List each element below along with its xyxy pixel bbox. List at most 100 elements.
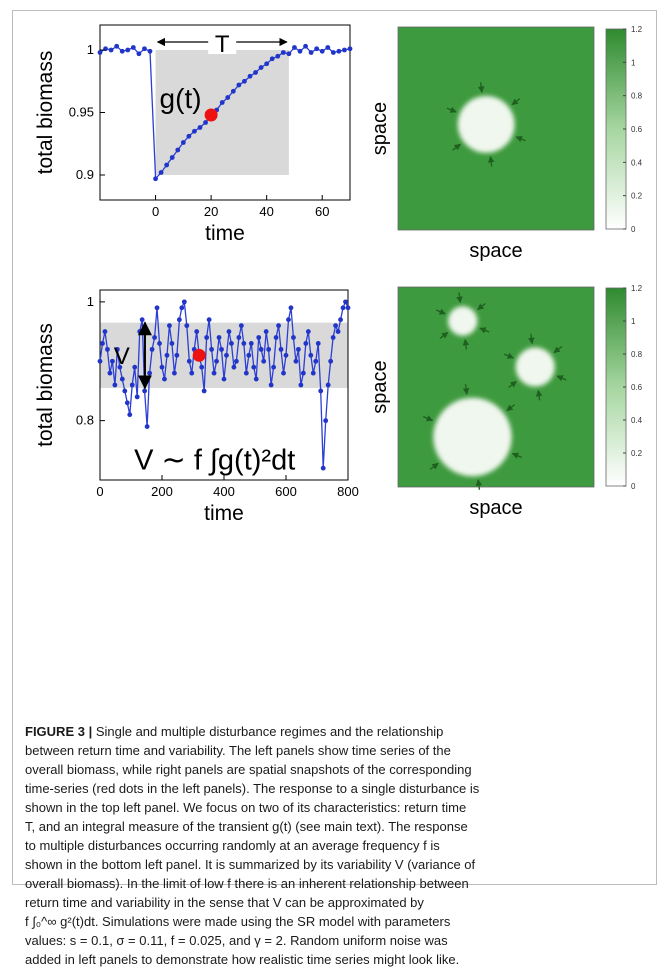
data-point bbox=[209, 346, 215, 352]
inward-arrow bbox=[511, 452, 522, 459]
data-point bbox=[204, 335, 210, 340]
data-point bbox=[186, 358, 192, 364]
data-point bbox=[258, 65, 264, 70]
data-point bbox=[130, 45, 136, 50]
data-point bbox=[174, 352, 180, 358]
y-tick-label: 0.9 bbox=[76, 167, 94, 182]
data-point bbox=[338, 317, 343, 323]
data-point bbox=[158, 170, 164, 175]
data-point bbox=[124, 400, 130, 406]
data-point bbox=[314, 46, 320, 52]
top-left-line-panel: 0 20 40 60 0.9 0.95 1 time total biomass Tg(t) bbox=[34, 24, 353, 245]
data-point bbox=[343, 299, 348, 305]
data-point bbox=[256, 335, 262, 340]
caption-line: shown in the top left panel. We focus on… bbox=[25, 800, 467, 815]
data-point bbox=[292, 45, 297, 50]
colorbar-tick-label: 0.8 bbox=[631, 350, 643, 359]
data-point bbox=[320, 465, 326, 471]
data-point bbox=[147, 48, 153, 54]
highlight-point bbox=[204, 108, 218, 122]
y-axis-label: total biomass bbox=[34, 323, 57, 447]
data-point bbox=[127, 412, 133, 418]
data-point bbox=[102, 329, 108, 334]
y-tick-label: 0.95 bbox=[69, 105, 94, 120]
data-point bbox=[273, 335, 279, 340]
caption-line: time-series (red dots in the left panels… bbox=[25, 781, 480, 796]
data-point bbox=[236, 335, 242, 340]
data-point bbox=[149, 346, 155, 352]
heatmap-frame bbox=[397, 286, 595, 488]
x-axis-label: time bbox=[205, 222, 245, 245]
data-point bbox=[303, 43, 308, 49]
data-point bbox=[266, 346, 272, 352]
data-point bbox=[310, 370, 316, 376]
data-point bbox=[280, 50, 286, 55]
data-point bbox=[323, 418, 329, 424]
data-point bbox=[241, 341, 247, 346]
g-of-t-label: g(t) bbox=[160, 83, 202, 114]
highlight-point bbox=[192, 348, 206, 362]
T-label-bg bbox=[208, 30, 237, 54]
data-point bbox=[325, 45, 331, 50]
data-point bbox=[253, 376, 259, 382]
data-point bbox=[296, 346, 301, 352]
data-point bbox=[137, 329, 143, 334]
data-point bbox=[330, 50, 336, 55]
data-point bbox=[117, 364, 123, 370]
data-point bbox=[261, 358, 267, 364]
data-point bbox=[214, 358, 219, 364]
shaded-region bbox=[155, 50, 289, 175]
inward-arrow bbox=[446, 106, 457, 113]
caption-line: values: s = 0.1, σ = 0.11, f = 0.025, an… bbox=[25, 933, 448, 948]
x-axis-label: space bbox=[469, 240, 522, 262]
data-point bbox=[164, 162, 170, 168]
data-point bbox=[114, 346, 120, 352]
data-point bbox=[253, 70, 258, 75]
variability-formula: V ∼ f ∫g(t)²dt bbox=[134, 444, 295, 476]
bottom-left-line-panel: 0 200 400 600 800 0.8 1 time total biomass V V ∼ f… bbox=[34, 289, 359, 520]
data-point bbox=[201, 388, 207, 394]
inward-arrow bbox=[511, 98, 521, 106]
data-point bbox=[286, 51, 292, 57]
data-point bbox=[105, 346, 110, 352]
inward-arrow bbox=[477, 303, 486, 311]
disturbance-patch bbox=[515, 347, 555, 387]
caption-label: FIGURE 3 | bbox=[25, 724, 93, 739]
data-point bbox=[154, 305, 160, 311]
x-tick-label: 400 bbox=[213, 484, 235, 499]
caption-line: overall biomass). In the limit of low f … bbox=[25, 876, 469, 891]
data-point bbox=[142, 46, 147, 52]
data-point bbox=[325, 382, 331, 388]
data-point bbox=[221, 376, 227, 382]
inward-arrow bbox=[508, 380, 517, 388]
data-point bbox=[286, 317, 291, 323]
data-point bbox=[258, 346, 264, 352]
figure-caption: FIGURE 3 | Single and multiple disturban… bbox=[25, 722, 650, 969]
data-point bbox=[281, 370, 286, 376]
data-point bbox=[335, 329, 341, 334]
figure-panels: 0 20 40 60 0.9 0.95 1 time total biomass Tg(t) 0 20… bbox=[34, 24, 643, 520]
data-point bbox=[231, 364, 237, 370]
inward-arrow bbox=[535, 389, 543, 401]
data-point bbox=[110, 358, 115, 364]
heatmap-frame bbox=[397, 26, 595, 231]
data-point bbox=[199, 364, 205, 370]
data-point bbox=[136, 51, 142, 57]
data-point bbox=[243, 370, 249, 376]
inward-arrow bbox=[423, 415, 434, 422]
colorbar-tick-label: 1.2 bbox=[631, 284, 643, 293]
data-point bbox=[242, 78, 247, 84]
data-point bbox=[300, 370, 306, 376]
disturbance-patch bbox=[457, 96, 515, 153]
data-point bbox=[144, 424, 150, 429]
T-label: T bbox=[215, 31, 230, 58]
y-axis-label: total biomass bbox=[34, 51, 57, 175]
data-point bbox=[230, 88, 236, 94]
inward-arrow bbox=[462, 384, 470, 395]
inward-arrow bbox=[475, 479, 483, 490]
caption-line: f ∫₀^∞ g²(t)dt. Simulations were made us… bbox=[25, 914, 451, 929]
disturbance-patch bbox=[433, 397, 512, 477]
data-point bbox=[169, 155, 175, 160]
x-tick-label: 200 bbox=[151, 484, 173, 499]
data-point bbox=[313, 358, 319, 364]
